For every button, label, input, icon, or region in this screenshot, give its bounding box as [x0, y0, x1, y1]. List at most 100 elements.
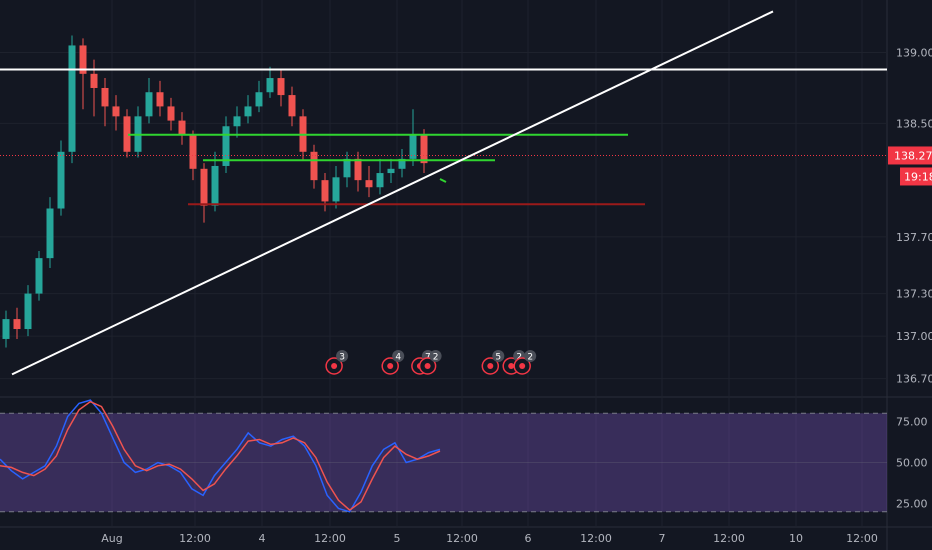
event-marker[interactable]: 2	[418, 350, 442, 375]
time-tick-label: 12:00	[713, 532, 745, 545]
price-tick-label: 137.000	[896, 330, 932, 343]
candle-body	[321, 180, 329, 202]
time-axis[interactable]: Aug 12:00 4 12:00 5 12:00 6 12:00 7 12:00 10 12:00	[101, 532, 878, 545]
event-dot-icon	[424, 363, 431, 369]
time-tick-label: 5	[394, 532, 401, 545]
candle	[101, 78, 109, 127]
time-tick-label: 12:00	[314, 532, 346, 545]
rsi-tick-label: 75.00	[896, 415, 928, 428]
candle-body	[35, 258, 43, 294]
candle-body	[288, 95, 296, 117]
event-count: 4	[395, 353, 401, 363]
event-markers: 3472522	[325, 350, 537, 375]
candle	[68, 35, 76, 164]
candle-body	[2, 319, 10, 339]
candle	[112, 95, 120, 131]
event-marker[interactable]: 5	[481, 350, 505, 375]
event-count-badge	[392, 350, 405, 362]
candle-body	[310, 151, 318, 181]
candle	[189, 130, 197, 181]
candle	[277, 69, 285, 107]
candle-body	[255, 92, 263, 107]
price-axis[interactable]: 139.000 138.500 137.700 137.300 137.000 136.7…	[888, 47, 932, 386]
candle-body	[222, 126, 230, 166]
time-tick-label: 12:00	[446, 532, 478, 545]
candle	[255, 80, 263, 113]
candle-body	[57, 151, 65, 209]
candle-body	[398, 158, 406, 169]
candle	[376, 158, 384, 195]
candle	[321, 173, 329, 212]
rsi-pane: 75.00 50.00 25.00	[0, 399, 928, 513]
countdown-badge	[900, 167, 932, 186]
candle-body	[13, 319, 21, 330]
price-tick-label: 138.500	[896, 117, 932, 130]
current-price-label: 138.274	[894, 149, 932, 162]
candle	[420, 129, 428, 174]
candle-body	[233, 116, 241, 127]
candle	[354, 151, 362, 192]
candle-body	[343, 158, 351, 178]
candles	[2, 35, 428, 348]
candle-body	[354, 158, 362, 181]
candle	[156, 80, 164, 117]
candle-body	[145, 92, 153, 117]
event-count: 2	[527, 353, 533, 363]
candle	[266, 66, 274, 98]
candle	[387, 158, 395, 183]
candle	[200, 163, 208, 223]
candle	[365, 165, 373, 198]
candle-body	[365, 180, 373, 188]
event-marker[interactable]: 4	[381, 350, 405, 375]
price-tick-label: 136.700	[896, 373, 932, 386]
event-count-badge	[492, 350, 505, 362]
candle	[332, 165, 340, 209]
event-dot-icon	[387, 363, 394, 369]
event-marker[interactable]: 2	[513, 350, 537, 375]
candle-body	[211, 165, 219, 206]
event-marker[interactable]: 3	[325, 350, 349, 375]
candle	[35, 251, 43, 301]
current-price-badge	[888, 146, 932, 165]
candle-body	[376, 173, 384, 188]
candle	[211, 151, 219, 212]
candle	[145, 78, 153, 124]
event-count-badge	[336, 350, 349, 362]
candle-body	[101, 87, 109, 107]
price-tick-label: 139.000	[896, 47, 932, 60]
candle	[13, 307, 21, 339]
time-tick-label: 7	[659, 532, 666, 545]
candle-body	[68, 45, 76, 152]
event-count-badge	[524, 350, 537, 362]
candle	[233, 106, 241, 138]
rsi-d-line	[0, 400, 441, 512]
candle-body	[420, 134, 428, 164]
time-tick-label: 10	[789, 532, 803, 545]
candle	[343, 151, 351, 188]
event-count: 2	[433, 353, 439, 363]
candle	[134, 106, 142, 158]
price-tick-label: 137.700	[896, 231, 932, 244]
time-tick-label: 12:00	[179, 532, 211, 545]
candle-body	[167, 106, 175, 121]
candle	[2, 310, 10, 348]
candle	[398, 148, 406, 178]
candle	[167, 97, 175, 131]
time-tick-label: 12:00	[846, 532, 878, 545]
countdown-label: 19:18	[904, 170, 932, 183]
candle-body	[46, 208, 54, 259]
candle-body	[90, 73, 98, 88]
time-tick-label: 6	[525, 532, 532, 545]
candle-body	[387, 168, 395, 174]
candle-body	[123, 116, 131, 152]
candle	[57, 140, 65, 216]
green-marker	[439, 178, 447, 183]
event-dot-icon	[519, 363, 526, 369]
rsi-tick-label: 50.00	[896, 457, 928, 470]
candle	[409, 109, 417, 166]
candle-body	[178, 120, 186, 135]
time-tick-label: 4	[259, 532, 266, 545]
candle-body	[79, 45, 87, 74]
